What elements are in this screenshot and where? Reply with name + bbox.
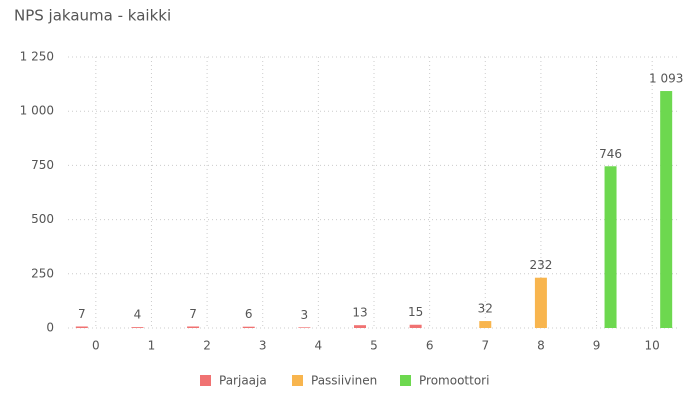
value-label: 1 093 bbox=[649, 72, 683, 86]
bar bbox=[75, 326, 88, 328]
y-tick-label: 250 bbox=[31, 266, 54, 280]
chart-title: NPS jakauma - kaikki bbox=[14, 7, 171, 25]
x-tick-label: 8 bbox=[537, 339, 545, 353]
x-tick-label: 6 bbox=[426, 339, 434, 353]
bar bbox=[660, 91, 673, 328]
x-tick-label: 1 bbox=[148, 339, 156, 353]
value-label: 746 bbox=[599, 147, 622, 161]
x-tick-label: 5 bbox=[370, 339, 378, 353]
x-tick-label: 3 bbox=[259, 339, 267, 353]
bar bbox=[298, 327, 311, 328]
y-tick-label: 750 bbox=[31, 158, 54, 172]
bar bbox=[242, 326, 255, 328]
value-label: 15 bbox=[408, 305, 423, 319]
bar bbox=[354, 325, 366, 328]
value-label: 4 bbox=[134, 308, 142, 322]
value-label: 7 bbox=[189, 307, 197, 321]
bar bbox=[187, 326, 200, 328]
value-label: 32 bbox=[478, 302, 493, 316]
y-tick-label: 1 000 bbox=[20, 104, 54, 118]
y-tick-label: 500 bbox=[31, 212, 54, 226]
value-label: 6 bbox=[245, 307, 253, 321]
value-label: 7 bbox=[78, 307, 86, 321]
legend-swatch bbox=[200, 375, 211, 386]
bar bbox=[534, 277, 547, 328]
value-label: 232 bbox=[529, 258, 552, 272]
y-tick-label: 0 bbox=[46, 321, 54, 335]
legend-swatch bbox=[292, 375, 303, 386]
x-tick-label: 0 bbox=[92, 339, 100, 353]
bar bbox=[409, 324, 422, 328]
x-tick-label: 2 bbox=[203, 339, 211, 353]
value-label: 13 bbox=[352, 306, 367, 320]
x-tick-label: 10 bbox=[645, 339, 660, 353]
legend-label: Parjaaja bbox=[219, 374, 267, 388]
x-tick-label: 4 bbox=[315, 339, 323, 353]
legend-swatch bbox=[400, 375, 411, 386]
x-tick-label: 9 bbox=[593, 339, 601, 353]
legend-label: Passiivinen bbox=[311, 374, 377, 388]
bar bbox=[479, 321, 492, 328]
y-tick-label: 1 250 bbox=[20, 50, 54, 64]
x-tick-label: 7 bbox=[481, 339, 489, 353]
bar bbox=[604, 166, 617, 328]
value-label: 3 bbox=[301, 308, 309, 322]
bar bbox=[131, 327, 144, 328]
legend-label: Promoottori bbox=[419, 374, 489, 388]
